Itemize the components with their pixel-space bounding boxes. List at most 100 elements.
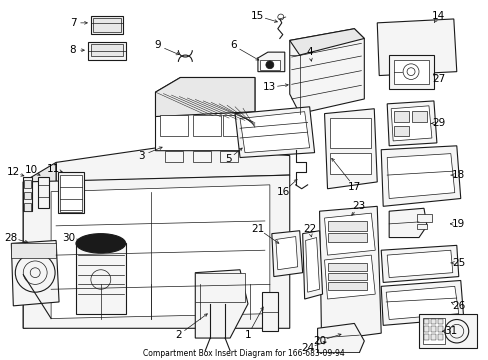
Bar	[260, 60, 279, 70]
Polygon shape	[386, 101, 436, 146]
Text: 11: 11	[46, 164, 60, 174]
Bar	[91, 44, 122, 56]
Bar	[24, 203, 31, 211]
Text: 27: 27	[431, 75, 445, 85]
Bar	[437, 319, 442, 324]
Bar	[24, 180, 31, 188]
Bar	[76, 243, 125, 314]
Text: 4: 4	[305, 47, 312, 57]
Text: 14: 14	[431, 11, 445, 21]
Polygon shape	[324, 213, 374, 255]
Text: 31: 31	[443, 326, 456, 336]
Bar	[411, 111, 426, 122]
Bar	[430, 334, 435, 340]
Text: 20: 20	[312, 336, 325, 346]
Polygon shape	[324, 109, 376, 189]
Polygon shape	[271, 231, 302, 276]
Polygon shape	[386, 250, 452, 278]
Text: 24: 24	[301, 343, 314, 353]
Polygon shape	[275, 237, 297, 270]
Bar	[38, 177, 49, 208]
Bar	[327, 283, 366, 290]
Bar	[418, 314, 476, 348]
Polygon shape	[393, 60, 428, 84]
Polygon shape	[155, 77, 254, 151]
Text: 9: 9	[154, 40, 161, 50]
Bar	[93, 18, 121, 32]
Text: 26: 26	[451, 301, 465, 311]
Bar	[416, 214, 431, 222]
Bar	[430, 319, 435, 324]
Text: 7: 7	[69, 18, 76, 28]
Polygon shape	[302, 231, 322, 299]
Text: 29: 29	[431, 118, 445, 129]
Bar	[223, 114, 250, 136]
Polygon shape	[195, 270, 247, 338]
Bar	[423, 327, 428, 332]
Bar	[195, 273, 244, 302]
Polygon shape	[289, 29, 364, 114]
Text: 5: 5	[224, 154, 231, 165]
Polygon shape	[235, 107, 314, 158]
Text: 3: 3	[138, 150, 144, 161]
Bar	[60, 175, 82, 212]
Text: 28: 28	[5, 233, 18, 243]
Bar	[422, 318, 444, 344]
Bar	[88, 42, 125, 60]
Bar	[327, 233, 366, 242]
Polygon shape	[240, 112, 309, 153]
Text: 1: 1	[244, 330, 251, 340]
Polygon shape	[23, 175, 289, 328]
Bar	[165, 151, 183, 162]
Polygon shape	[289, 29, 364, 55]
Text: 8: 8	[69, 45, 76, 55]
Polygon shape	[390, 106, 431, 141]
Bar	[58, 172, 84, 213]
Text: 10: 10	[24, 165, 38, 175]
Text: 16: 16	[277, 187, 290, 197]
Bar	[437, 334, 442, 340]
Polygon shape	[386, 154, 454, 198]
Bar	[329, 153, 370, 174]
Circle shape	[265, 61, 273, 69]
Bar	[423, 334, 428, 340]
Bar	[220, 151, 238, 162]
Bar	[327, 273, 366, 280]
Polygon shape	[381, 146, 460, 206]
Text: 18: 18	[451, 170, 465, 180]
Bar	[24, 192, 31, 199]
Bar	[416, 224, 426, 229]
Text: 22: 22	[303, 224, 316, 234]
Polygon shape	[388, 55, 433, 89]
Text: Compartment Box Insert Diagram for 166-683-09-94: Compartment Box Insert Diagram for 166-6…	[143, 349, 344, 358]
Polygon shape	[56, 146, 289, 182]
Bar	[329, 118, 370, 148]
Polygon shape	[376, 19, 456, 76]
Text: 25: 25	[451, 258, 465, 268]
Polygon shape	[305, 238, 319, 292]
Polygon shape	[23, 162, 56, 328]
Text: 17: 17	[347, 182, 360, 192]
Bar	[393, 111, 408, 122]
Polygon shape	[381, 280, 463, 325]
Bar	[327, 263, 366, 271]
Bar	[23, 177, 32, 211]
Polygon shape	[51, 185, 269, 319]
Polygon shape	[388, 208, 426, 238]
Text: 19: 19	[451, 219, 465, 229]
Bar	[311, 60, 329, 72]
Polygon shape	[317, 323, 364, 353]
Bar	[430, 327, 435, 332]
Polygon shape	[11, 240, 59, 306]
Polygon shape	[309, 52, 334, 75]
Polygon shape	[381, 246, 458, 283]
Text: 30: 30	[62, 233, 76, 243]
Bar	[11, 243, 56, 258]
Polygon shape	[257, 52, 284, 72]
Bar	[193, 114, 221, 136]
Bar	[327, 221, 366, 231]
Ellipse shape	[76, 234, 125, 253]
Text: 23: 23	[352, 201, 365, 211]
Polygon shape	[324, 255, 374, 299]
Bar	[160, 114, 188, 136]
